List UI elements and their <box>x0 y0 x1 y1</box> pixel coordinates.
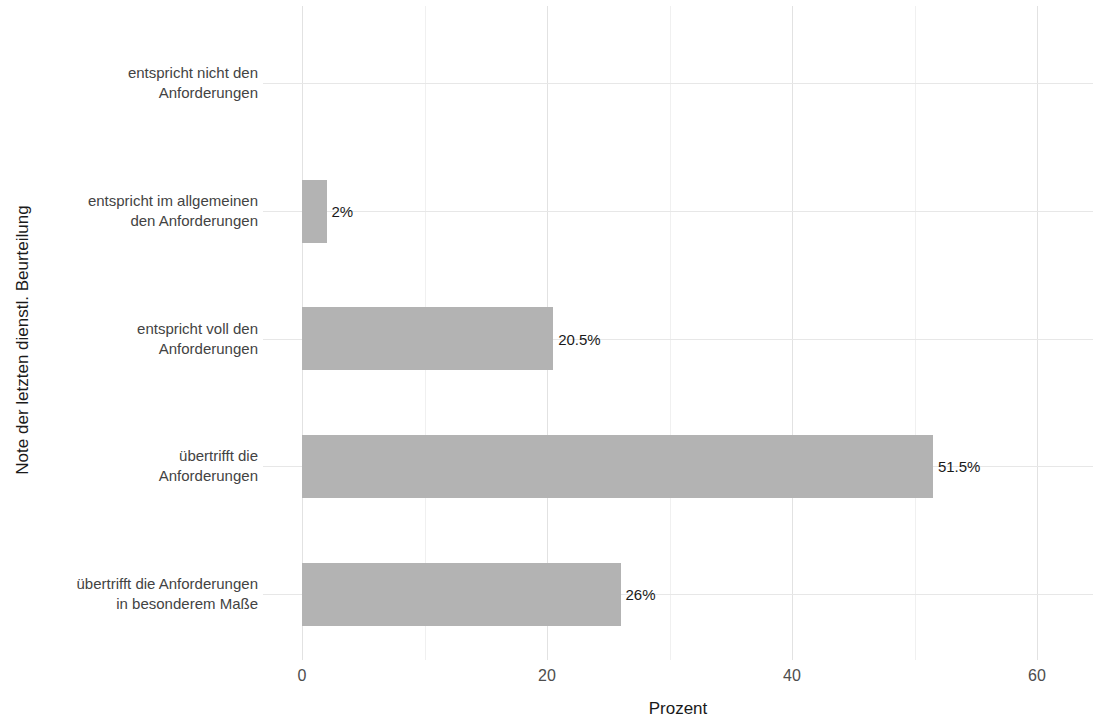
category-label: übertrifft die Anforderungen in besonder… <box>0 574 258 614</box>
x-tick-label: 0 <box>298 668 307 684</box>
x-tick-label: 60 <box>1028 668 1046 684</box>
gridline-vertical-minor <box>915 6 916 660</box>
x-axis-title: Prozent <box>649 700 708 717</box>
bar <box>302 307 553 370</box>
category-label: entspricht im allgemeinen den Anforderun… <box>0 191 258 231</box>
bar-value-label: 2% <box>332 204 354 219</box>
bar <box>302 180 327 243</box>
gridline-horizontal-major <box>263 211 1093 212</box>
bar <box>302 563 621 626</box>
category-label: entspricht nicht den Anforderungen <box>0 63 258 103</box>
bar-value-label: 26% <box>626 587 656 602</box>
category-label: übertrifft die Anforderungen <box>0 446 258 486</box>
category-label: entspricht voll den Anforderungen <box>0 319 258 359</box>
bar-value-label: 20.5% <box>558 331 601 346</box>
x-tick-label: 20 <box>538 668 556 684</box>
gridline-vertical-major <box>1037 6 1038 660</box>
plot-area: 2% 20.5% 51.5% 26% <box>263 6 1093 660</box>
bar <box>302 435 933 498</box>
x-tick-label: 40 <box>783 668 801 684</box>
bar-chart: Note der letzten dienstl. Beurteilung 2%… <box>0 0 1100 725</box>
gridline-vertical-minor <box>670 6 671 660</box>
bar-value-label: 51.5% <box>938 459 981 474</box>
gridline-vertical-major <box>792 6 793 660</box>
gridline-horizontal-major <box>263 83 1093 84</box>
